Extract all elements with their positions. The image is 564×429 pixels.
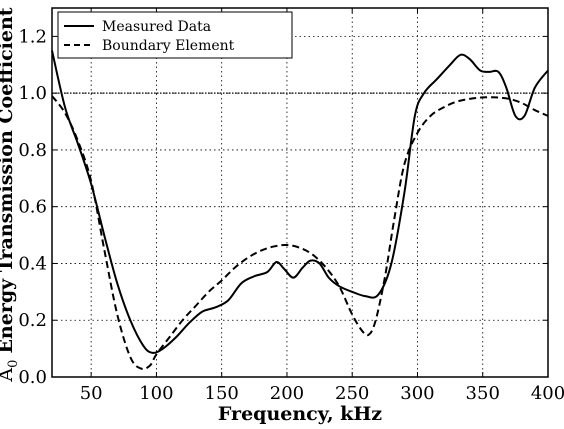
series-line-measured (51, 50, 549, 354)
y-axis-label-prefix: A (0, 368, 17, 383)
y-tick-label: 1.2 (18, 26, 47, 47)
y-axis-label-text: Energy Transmission Coefficient (0, 7, 17, 353)
tick-labels: 50 100 150 200 250 300 350 400 0.0 0.2 0.4 0.6 0.8 1.… (18, 26, 564, 404)
legend-label-boundary: Boundary Element (102, 38, 235, 54)
series-layer (51, 50, 549, 370)
x-tick-label: 250 (335, 383, 369, 404)
x-tick-label: 350 (466, 383, 500, 404)
plot-frame (51, 7, 549, 378)
series-line-boundary (51, 95, 549, 370)
x-tick-label: 150 (205, 383, 239, 404)
y-tick-label: 0.8 (18, 140, 47, 161)
legend: Measured Data Boundary Element (57, 11, 293, 59)
y-tick-label: 1.0 (18, 83, 47, 104)
y-tick-label: 0.0 (18, 367, 47, 388)
y-tick-label: 0.2 (18, 310, 47, 331)
y-tick-label: 0.4 (18, 253, 47, 274)
x-tick-label: 300 (400, 383, 434, 404)
grid (52, 8, 548, 377)
legend-box (57, 11, 293, 59)
legend-label-measured: Measured Data (102, 19, 211, 35)
x-tick-label: 100 (139, 383, 173, 404)
y-axis-label: A0 Energy Transmission Coefficient (0, 7, 21, 382)
x-tick-label: 200 (270, 383, 304, 404)
y-tick-label: 0.6 (18, 197, 47, 218)
x-tick-label: 50 (80, 383, 103, 404)
x-tick-label: 400 (531, 383, 564, 404)
y-axis-label-subscript: 0 (6, 360, 21, 368)
x-axis-label: Frequency, kHz (218, 403, 382, 425)
